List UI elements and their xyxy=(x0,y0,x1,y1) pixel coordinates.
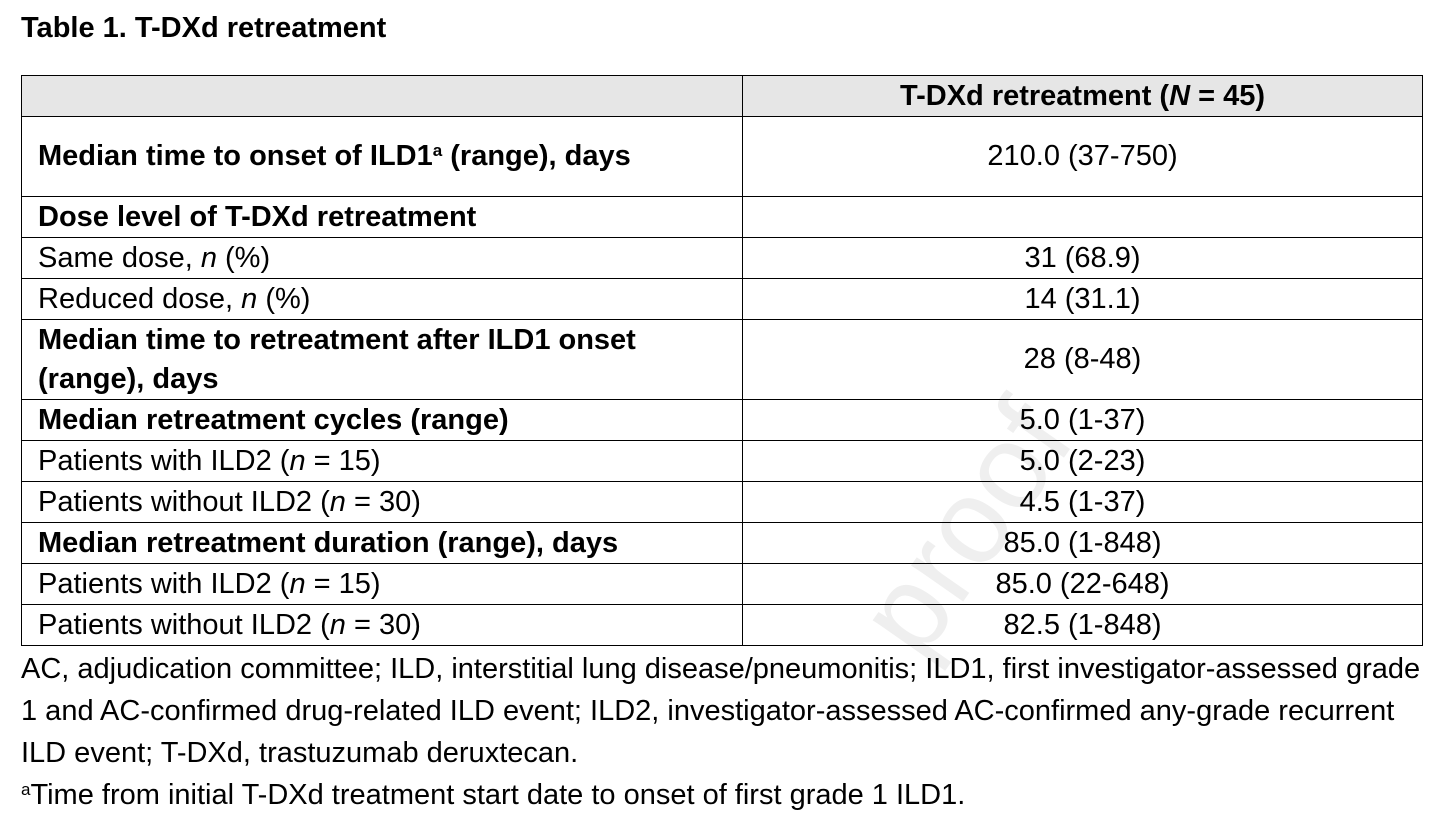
header-label-cell xyxy=(21,75,743,117)
row-label-post: = 30) xyxy=(345,608,421,641)
row-label-post: = 15) xyxy=(305,444,381,477)
row-value: 28 (8-48) xyxy=(742,319,1423,400)
table-row: Reduced dose, n (%) 14 (31.1) xyxy=(21,278,1423,320)
retreatment-table: T-DXd retreatment (N = 45) Median time t… xyxy=(21,75,1423,646)
row-label-pre: Patients with ILD2 ( xyxy=(38,567,290,600)
table-row: Patients without ILD2 (n = 30) 4.5 (1-37… xyxy=(21,481,1423,523)
header-row: T-DXd retreatment (N = 45) xyxy=(21,75,1423,117)
row-value: 5.0 (1-37) xyxy=(742,399,1423,441)
row-label: Patients without ILD2 (n = 30) xyxy=(21,481,743,523)
header-italic: N xyxy=(1169,79,1191,112)
row-label: Reduced dose, n (%) xyxy=(21,278,743,320)
table-row: Median time to retreatment after ILD1 on… xyxy=(21,319,1423,400)
abbreviations-footnote: AC, adjudication committee; ILD, interst… xyxy=(21,653,1421,769)
row-label-italic: n xyxy=(329,608,346,641)
table-row: Patients without ILD2 (n = 30) 82.5 (1-8… xyxy=(21,604,1423,646)
table-title: Table 1. T-DXd retreatment xyxy=(21,12,387,44)
row-value: 82.5 (1-848) xyxy=(742,604,1423,646)
header-prefix: T-DXd retreatment ( xyxy=(899,79,1170,112)
header-value-cell: T-DXd retreatment (N = 45) xyxy=(742,75,1423,117)
row-label-pre: Median time to onset of ILD1 xyxy=(38,140,433,172)
row-label-italic: n xyxy=(241,282,258,315)
row-value: 31 (68.9) xyxy=(742,237,1423,279)
row-label-italic: n xyxy=(329,485,346,518)
table-row: Median retreatment cycles (range) 5.0 (1… xyxy=(21,399,1423,441)
table-row: Median retreatment duration (range), day… xyxy=(21,522,1423,564)
row-label: Median time to retreatment after ILD1 on… xyxy=(21,319,743,400)
row-label: Dose level of T-DXd retreatment xyxy=(21,196,743,238)
row-label-pre: Patients without ILD2 ( xyxy=(38,608,330,641)
row-label: Patients without ILD2 (n = 30) xyxy=(21,604,743,646)
footnote-marker: a xyxy=(432,141,443,160)
row-label: Median time to onset of ILD1a (range), d… xyxy=(21,116,743,197)
row-label: Patients with ILD2 (n = 15) xyxy=(21,563,743,605)
row-value: 210.0 (37-750) xyxy=(742,116,1423,197)
row-label-italic: n xyxy=(289,567,306,600)
row-value: 4.5 (1-37) xyxy=(742,481,1423,523)
row-label: Same dose, n (%) xyxy=(21,237,743,279)
row-label-post: = 15) xyxy=(305,567,381,600)
row-value: 14 (31.1) xyxy=(742,278,1423,320)
row-label-post: (%) xyxy=(257,282,311,315)
row-label-post: (range), days xyxy=(442,140,631,172)
superscript-footnote: aTime from initial T-DXd treatment start… xyxy=(21,774,1431,816)
footnotes: AC, adjudication committee; ILD, interst… xyxy=(21,648,1431,816)
row-label-post: (%) xyxy=(216,241,271,274)
table-row: Patients with ILD2 (n = 15) 85.0 (22-648… xyxy=(21,563,1423,605)
row-label: Median retreatment cycles (range) xyxy=(21,399,743,441)
row-value: 85.0 (22-648) xyxy=(742,563,1423,605)
table-row: Same dose, n (%) 31 (68.9) xyxy=(21,237,1423,279)
row-value: 5.0 (2-23) xyxy=(742,440,1423,482)
table-row: Patients with ILD2 (n = 15) 5.0 (2-23) xyxy=(21,440,1423,482)
table-row: Dose level of T-DXd retreatment xyxy=(21,196,1423,238)
row-label-post: = 30) xyxy=(345,485,421,518)
row-label: Patients with ILD2 (n = 15) xyxy=(21,440,743,482)
row-label: Median retreatment duration (range), day… xyxy=(21,522,743,564)
row-label-italic: n xyxy=(289,444,306,477)
row-value xyxy=(742,196,1423,238)
row-value: 85.0 (1-848) xyxy=(742,522,1423,564)
row-label-pre: Patients with ILD2 ( xyxy=(38,444,290,477)
row-label-pre: Same dose, xyxy=(38,241,201,274)
row-label-italic: n xyxy=(200,241,217,274)
row-label-pre: Patients without ILD2 ( xyxy=(38,485,330,518)
table-row: Median time to onset of ILD1a (range), d… xyxy=(21,116,1423,197)
header-suffix: = 45) xyxy=(1190,79,1266,112)
row-label-pre: Reduced dose, xyxy=(38,282,242,315)
footnote-text: Time from initial T-DXd treatment start … xyxy=(30,779,966,811)
footnote-marker: a xyxy=(21,780,31,799)
